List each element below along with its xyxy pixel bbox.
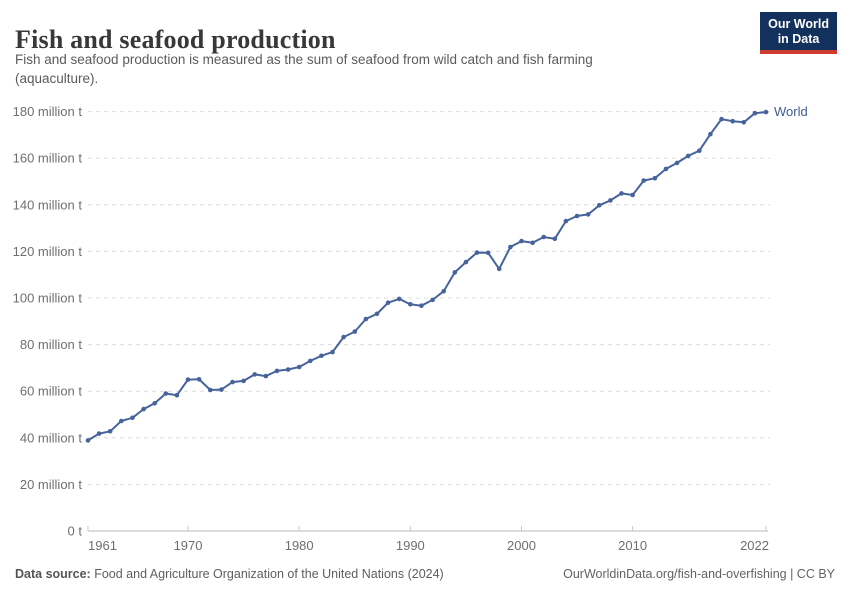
owid-url-link[interactable]: OurWorldinData.org/fish-and-overfishing … — [563, 567, 835, 581]
data-point[interactable] — [330, 349, 335, 355]
data-point[interactable] — [752, 110, 758, 116]
y-tick-label: 160 million t — [13, 151, 83, 166]
data-point[interactable] — [441, 288, 447, 294]
y-tick-label: 0 t — [68, 524, 83, 539]
data-point[interactable] — [396, 296, 402, 302]
data-point[interactable] — [319, 353, 324, 359]
data-point[interactable] — [196, 377, 202, 382]
data-point[interactable] — [496, 266, 502, 272]
y-tick-label: 100 million t — [13, 291, 83, 306]
data-source-label: Data source: — [15, 567, 91, 581]
data-point[interactable] — [474, 250, 480, 255]
data-point[interactable] — [252, 372, 257, 377]
data-point[interactable] — [508, 244, 513, 250]
data-point[interactable] — [96, 431, 102, 436]
data-point[interactable] — [408, 302, 413, 307]
data-point[interactable] — [619, 191, 624, 196]
y-tick-label: 40 million t — [20, 430, 83, 445]
data-point[interactable] — [208, 387, 213, 393]
data-source: Data source: Food and Agriculture Organi… — [15, 567, 444, 581]
data-point[interactable] — [130, 415, 135, 421]
y-tick-label: 80 million t — [20, 337, 83, 352]
data-point[interactable] — [641, 178, 646, 183]
data-point[interactable] — [352, 329, 358, 334]
data-point[interactable] — [385, 300, 391, 306]
data-point[interactable] — [107, 429, 113, 434]
x-tick-label: 1970 — [174, 538, 203, 553]
data-point[interactable] — [230, 379, 235, 385]
data-point[interactable] — [652, 175, 658, 181]
x-tick-label: 1961 — [88, 538, 117, 553]
logo-line1: Our World — [768, 17, 829, 31]
data-point[interactable] — [341, 334, 346, 340]
data-point[interactable] — [85, 438, 91, 443]
data-point[interactable] — [685, 153, 691, 159]
y-tick-label: 120 million t — [13, 244, 83, 259]
y-tick-label: 180 million t — [13, 104, 83, 119]
data-point[interactable] — [263, 373, 269, 379]
data-point[interactable] — [308, 358, 313, 364]
data-point[interactable] — [674, 160, 680, 166]
series-label-world[interactable]: World — [774, 104, 808, 119]
data-point[interactable] — [485, 250, 491, 256]
x-tick-label: 2000 — [507, 538, 536, 553]
data-point[interactable] — [152, 401, 157, 406]
data-point[interactable] — [597, 203, 602, 208]
data-point[interactable] — [563, 218, 569, 224]
chart-footer: Data source: Food and Agriculture Organi… — [15, 567, 835, 581]
data-point[interactable] — [730, 118, 735, 124]
y-tick-label: 60 million t — [20, 384, 83, 399]
data-point[interactable] — [141, 406, 146, 412]
y-tick-label: 20 million t — [20, 477, 83, 492]
data-point[interactable] — [663, 166, 669, 172]
data-point[interactable] — [530, 240, 535, 246]
data-point[interactable] — [274, 368, 280, 374]
data-point[interactable] — [285, 367, 291, 372]
data-point[interactable] — [697, 148, 702, 153]
data-point[interactable] — [630, 192, 635, 198]
data-point[interactable] — [708, 131, 713, 137]
data-point[interactable] — [452, 270, 458, 275]
data-point[interactable] — [585, 212, 591, 217]
data-point[interactable] — [296, 364, 302, 370]
data-point[interactable] — [374, 311, 380, 317]
data-point[interactable] — [363, 316, 369, 322]
data-point[interactable] — [174, 392, 180, 398]
data-point[interactable] — [741, 120, 747, 125]
x-tick-label: 2022 — [740, 538, 769, 553]
data-point[interactable] — [463, 259, 469, 265]
owid-logo[interactable]: Our World in Data — [760, 12, 837, 54]
data-point[interactable] — [241, 378, 246, 384]
data-point[interactable] — [163, 391, 169, 396]
data-source-text: Food and Agriculture Organization of the… — [90, 567, 444, 581]
data-point[interactable] — [430, 297, 435, 303]
y-tick-label: 140 million t — [13, 197, 83, 212]
x-tick-label: 1990 — [396, 538, 425, 553]
chart-subtitle: Fish and seafood production is measured … — [15, 52, 593, 86]
data-point[interactable] — [719, 116, 724, 122]
data-point[interactable] — [541, 234, 546, 240]
data-point[interactable] — [185, 377, 191, 382]
data-point[interactable] — [519, 238, 524, 244]
data-point[interactable] — [419, 303, 424, 309]
data-point[interactable] — [763, 109, 769, 115]
data-point[interactable] — [608, 198, 613, 203]
data-point[interactable] — [119, 418, 124, 424]
data-point[interactable] — [219, 387, 224, 392]
x-tick-label: 2010 — [618, 538, 647, 553]
data-point[interactable] — [574, 213, 580, 219]
data-point[interactable] — [552, 236, 558, 242]
page-title: Fish and seafood production — [15, 25, 336, 55]
x-tick-label: 1980 — [285, 538, 314, 553]
logo-line2: in Data — [777, 32, 820, 46]
